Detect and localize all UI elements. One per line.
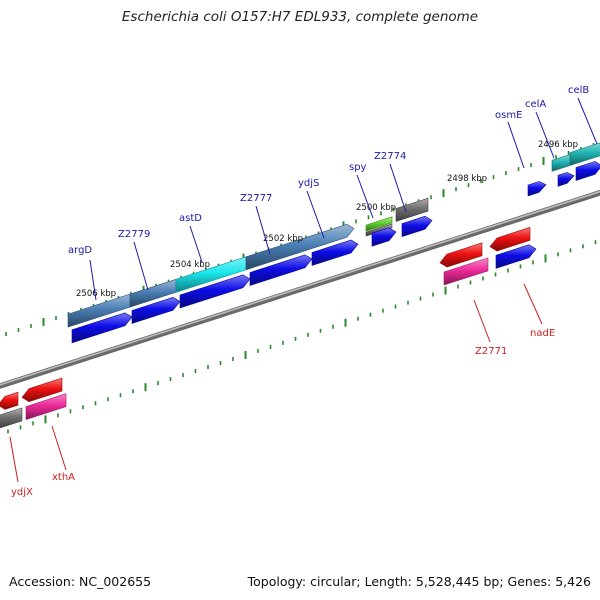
gene-feature [569, 142, 600, 166]
gene-label-z2774: Z2774 [374, 151, 406, 162]
gene-feature [575, 161, 600, 181]
gene-label-spy: spy [349, 162, 367, 173]
gene-label-ydjs: ydjS [298, 178, 319, 189]
gene-feature [311, 239, 359, 266]
gene-feature [551, 154, 571, 172]
gene-feature [179, 274, 251, 309]
backbone-line [0, 189, 600, 389]
gene-leader-line [535, 111, 555, 159]
genome-backbone [0, 189, 600, 389]
accession-text: Accession: NC_002655 [9, 574, 152, 589]
gene-leader-line [189, 225, 203, 263]
kbp-label: 2504 kbp [170, 260, 210, 270]
kbp-labels: 2506 kbp 2504 kbp 2502 kbp 2500 kbp 2498 kbp… [76, 140, 578, 299]
gene-feature [365, 216, 393, 232]
gene-leader-line [51, 425, 67, 471]
gene-leader-line [577, 97, 598, 145]
kbp-label: 2500 kbp [356, 203, 396, 213]
gene-feature [25, 393, 67, 421]
gene-label-cela: celA [525, 99, 546, 110]
gene-leader-line [133, 241, 149, 291]
gene-feature [489, 226, 531, 252]
gene-label-xtha: xthA [52, 472, 75, 483]
gene-label-astd: astD [179, 213, 202, 224]
gene-leader-line [389, 163, 407, 213]
kbp-label: 2498 kbp [447, 174, 487, 184]
gene-label-osme: osmE [495, 110, 522, 121]
gene-feature [131, 296, 181, 324]
gene-feature [495, 244, 537, 269]
gene-feature [395, 197, 429, 222]
gene-feature [71, 312, 133, 344]
gene-feature [527, 181, 547, 197]
gene-feature [439, 242, 483, 268]
gene-leader-line [9, 436, 19, 483]
gene-feature [245, 223, 355, 271]
backbone-highlight [0, 190, 600, 386]
gene-leader-line [473, 299, 491, 343]
gene-label-z2771: Z2771 [475, 346, 507, 357]
kbp-label: 2496 kbp [538, 140, 578, 150]
gene-feature [0, 391, 19, 410]
gene-label-celb: celB [568, 85, 589, 96]
gene-label-argd: argD [68, 245, 92, 256]
gene-leader-line [507, 121, 525, 169]
genome-summary-text: Topology: circular; Length: 5,528,445 bp… [247, 574, 591, 589]
gene-feature [21, 377, 63, 403]
gene-leader-line [306, 190, 325, 239]
gene-leader-line [523, 283, 543, 325]
gene-feature [401, 215, 433, 238]
gene-label-ydjx: ydjX [11, 487, 33, 498]
gene-feature [0, 407, 23, 429]
gene-feature [557, 172, 575, 187]
gene-label-z2779: Z2779 [118, 229, 150, 240]
gene-leader-line [89, 259, 97, 301]
gene-feature [371, 227, 397, 247]
gene-label-z2777: Z2777 [240, 193, 272, 204]
kbp-label: 2502 kbp [263, 234, 303, 244]
gene-label-nade: nadE [530, 328, 555, 339]
feature-track [0, 142, 600, 429]
kbp-label: 2506 kbp [76, 289, 116, 299]
gene-feature [443, 257, 489, 286]
gene-feature [249, 254, 313, 286]
gene-leader-line [356, 174, 374, 219]
map-title: Escherichia coli O157:H7 EDL933, complet… [121, 9, 479, 25]
gene-leader-line [255, 205, 271, 255]
